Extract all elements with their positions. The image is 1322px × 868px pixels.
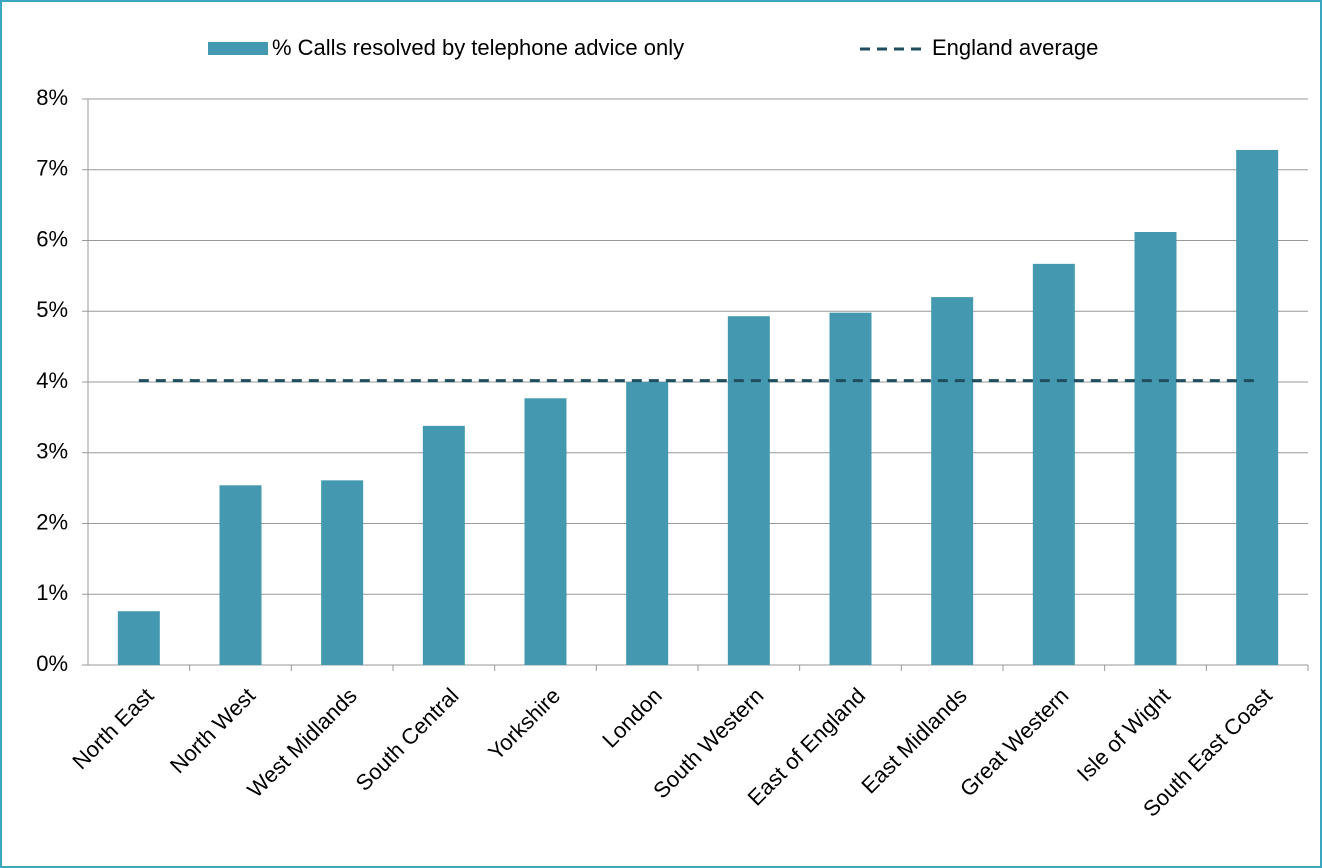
y-tick-label: 1% xyxy=(36,580,68,605)
bar xyxy=(117,611,160,665)
bar xyxy=(219,485,262,665)
bar xyxy=(931,297,974,665)
bar xyxy=(321,480,364,665)
y-tick-label: 0% xyxy=(36,651,68,676)
bar xyxy=(1032,263,1075,665)
y-tick-label: 7% xyxy=(36,156,68,181)
y-tick-label: 8% xyxy=(36,85,68,110)
y-tick-label: 5% xyxy=(36,297,68,322)
legend-label: % Calls resolved by telephone advice onl… xyxy=(272,35,684,60)
y-tick-label: 6% xyxy=(36,226,68,251)
bar xyxy=(524,398,567,665)
bar xyxy=(1134,232,1177,665)
legend-swatch xyxy=(208,42,268,55)
bar xyxy=(422,425,465,665)
bar xyxy=(727,316,770,665)
y-tick-label: 2% xyxy=(36,509,68,534)
bar xyxy=(626,382,669,665)
bar xyxy=(829,312,872,665)
y-tick-label: 3% xyxy=(36,439,68,464)
y-tick-label: 4% xyxy=(36,368,68,393)
legend-label: England average xyxy=(932,35,1098,60)
bar xyxy=(1236,149,1279,665)
